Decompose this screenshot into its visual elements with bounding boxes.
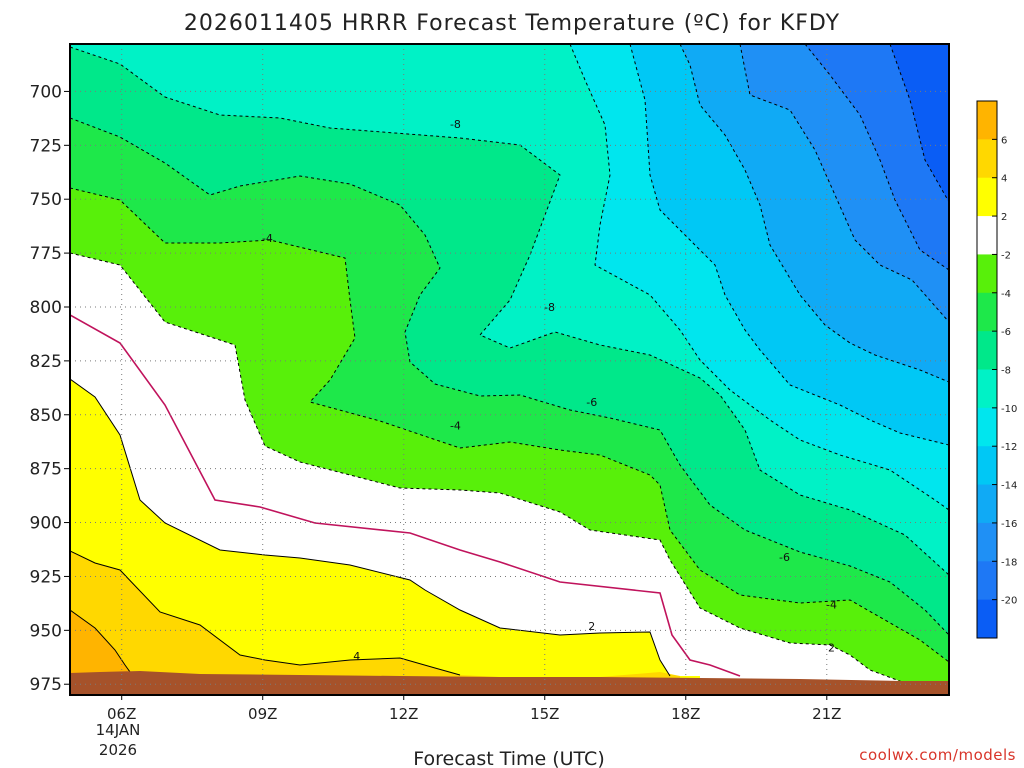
band-plus-4 [70,551,680,695]
contour-minus-18 [804,44,949,271]
colorbar-segment--10-to--8 [977,369,997,409]
contour-label-text: -8 [450,118,461,131]
contour-label-5: -6 [779,551,790,564]
colorbar-label-4: 4 [1001,174,1007,185]
contour-label-text: -6 [779,551,790,564]
contour-label-text: -4 [826,598,837,611]
band-plus-6 [70,610,130,680]
plot-area: -8 -4 -8 -6 -4 -6 -4 2 2 4 [70,44,949,695]
plot-frame [69,43,950,696]
x-tick-label-12Z: 12Z [389,705,418,723]
colorbar-label-6: 6 [1001,135,1007,146]
x-tick-label-15Z: 15Z [530,705,559,723]
contour-label-text: -4 [262,232,273,245]
contour-plus-4 [70,550,461,676]
contour-minus-8 [70,46,949,576]
contour-label-text: 4 [353,650,360,663]
year-label: 2026 [99,741,137,759]
y-tick-label-700: 700 [30,82,62,102]
colorbar-segment-2-to-4 [977,177,997,217]
contour-minus-12 [629,44,949,446]
x-axis-title: Forecast Time (UTC) [413,748,604,768]
contour-label-text: 2 [828,642,835,655]
colorbar-label--6: -6 [1001,327,1011,338]
y-tick-label-925: 925 [30,567,62,587]
y-tick-label-950: 950 [30,621,62,641]
contour-minus-10 [569,44,949,511]
colorbar-segment--6-to--4 [977,292,997,332]
colorbar-segment--2-to-2 [977,216,997,255]
y-tick-label-725: 725 [30,136,62,156]
contour-label-1: -4 [262,232,273,245]
contour-minus-2 [70,252,906,684]
contour-label-2: -8 [544,301,555,314]
grid-lines [70,44,949,695]
contour-label-0: -8 [450,118,461,131]
colorbar-label--8: -8 [1001,366,1011,377]
colorbar-segment--16-to--14 [977,484,997,524]
contour-label-8: 2 [828,642,835,655]
colorbar-label--16: -16 [1001,519,1017,530]
colorbar-segment-6-to-8 [977,101,997,140]
contour-label-text: -4 [450,420,461,433]
colorbar-label--4: -4 [1001,289,1011,300]
contour-minus-20 [889,44,949,203]
contour-minus-4 [70,187,949,663]
contour-label-3: -6 [586,396,597,409]
ground-surface [70,671,949,695]
contour-plus-2 [70,378,671,677]
colorbar-label-2: 2 [1001,212,1007,223]
contour-label-text: -8 [544,301,555,314]
contour-minus-16 [739,44,949,323]
y-tick-label-850: 850 [30,406,62,426]
contour-label-6: -4 [826,598,837,611]
y-tick-label-775: 775 [30,244,62,264]
contour-label-text: 2 [588,620,595,633]
contour-label-text: -6 [586,396,597,409]
x-axis: 06Z 09Z 12Z 15Z 18Z 21Z [107,695,841,723]
colorbar-label--18: -18 [1001,557,1017,568]
y-tick-label-875: 875 [30,460,62,480]
y-tick-label-825: 825 [30,352,62,372]
contour-minus-14 [679,44,949,383]
x-tick-label-18Z: 18Z [671,705,700,723]
contour-label-7: 2 [588,620,595,633]
freezing-line [70,314,741,677]
y-axis: 700 725 750 775 800 825 850 875 900 925 950 975 [30,82,70,695]
colorbar-segment-4-to-6 [977,139,997,179]
contour-label-9: 4 [353,650,360,663]
contour-minus-6 [70,117,949,636]
colorbar-label--10: -10 [1001,404,1017,415]
colorbar-segment--18-to--16 [977,522,997,562]
site-credit[interactable]: coolwx.com/models [859,746,1016,764]
minor-contours [70,44,949,684]
colorbar-segment--12-to--10 [977,407,997,447]
colorbar-label--20: -20 [1001,596,1017,607]
colorbar-label--2: -2 [1001,250,1011,261]
colorbar: 6 4 2 -2 -4 -6 -8 -10 -12 -14 -16 -18 -20 [976,100,1017,639]
colorbar-segment--20-to--18 [977,561,997,601]
y-tick-label-750: 750 [30,190,62,210]
y-tick-label-975: 975 [30,675,62,695]
colorbar-label--12: -12 [1001,442,1017,453]
colorbar-segment--14-to--12 [977,446,997,486]
x-tick-label-09Z: 09Z [248,705,277,723]
x-tick-label-06Z: 06Z [107,705,136,723]
contour-label-4: -4 [450,420,461,433]
date-label: 14JAN [96,721,141,739]
chart-title: 2026011405 HRRR Forecast Temperature (ºC… [184,11,840,36]
colorbar-segment--8-to--6 [977,331,997,370]
band-plus-2 [70,379,700,695]
x-tick-label-21Z: 21Z [812,705,841,723]
y-tick-label-900: 900 [30,514,62,534]
colorbar-segment--22-to--20 [977,599,997,639]
colorbar-segment--4-to--2 [977,254,997,294]
y-tick-label-800: 800 [30,298,62,318]
contour-labels: -8 -4 -8 -6 -4 -6 -4 2 2 4 [262,118,837,663]
colorbar-label--14: -14 [1001,481,1017,492]
